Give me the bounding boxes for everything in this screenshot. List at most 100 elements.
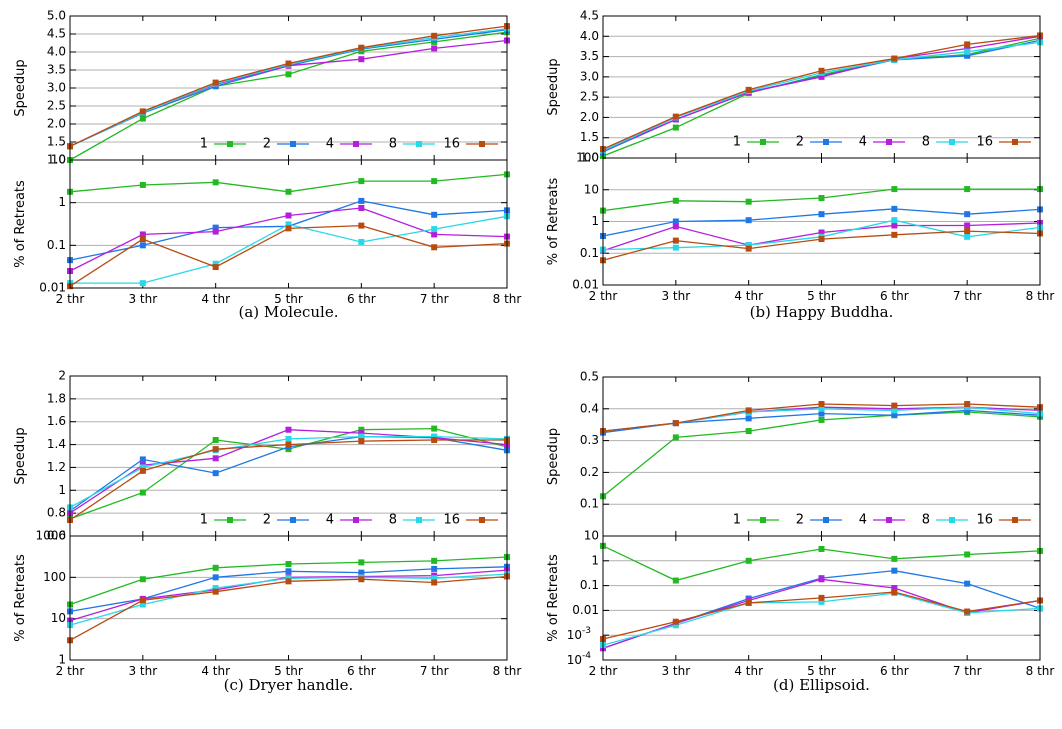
speedup-frame <box>69 375 508 537</box>
retreats-ylabel: % of Retreats <box>13 180 28 268</box>
data-point <box>285 561 292 568</box>
legend-marker <box>1012 139 1018 145</box>
legend-marker <box>886 139 892 145</box>
retreats-ylabel: % of Retreats <box>13 554 28 642</box>
data-point <box>285 441 292 448</box>
data-point <box>964 222 971 229</box>
legend-entry-8: 8 <box>922 135 968 150</box>
x-tick-label: 6 thr <box>880 289 909 303</box>
x-tick-label: 7 thr <box>953 664 982 678</box>
legend-marker <box>353 141 359 147</box>
data-point <box>745 86 752 93</box>
legend-label: 4 <box>326 137 334 152</box>
data-point <box>139 601 146 608</box>
data-point <box>891 205 898 212</box>
retreats-y-tick-label: 1 <box>591 214 599 228</box>
x-tick-label: 7 thr <box>420 292 449 306</box>
retreats-y-tick-label: 100 <box>576 151 599 165</box>
speedup-y-tick-label: 3.5 <box>580 49 599 63</box>
data-point <box>358 238 365 245</box>
x-tick-label: 8 thr <box>1026 289 1055 303</box>
x-tick-label: 8 thr <box>493 292 522 306</box>
data-point <box>431 557 438 564</box>
data-point <box>818 594 825 601</box>
speedup-y-tick-label: 2.5 <box>580 90 599 104</box>
data-point <box>212 455 219 462</box>
retreats-frame <box>602 535 1041 661</box>
data-point <box>139 464 146 471</box>
speedup-y-tick-label: 0.6 <box>47 529 66 543</box>
data-point <box>139 181 146 188</box>
legend-label: 8 <box>922 513 930 528</box>
speedup-y-tick-label: 0.1 <box>580 497 599 511</box>
speedup-y-tick-label: 0.5 <box>580 370 599 384</box>
data-point <box>285 568 292 575</box>
data-point <box>431 565 438 572</box>
legend-entry-8: 8 <box>389 513 435 528</box>
speedup-y-tick-label: 1.8 <box>47 391 66 405</box>
data-point <box>672 618 679 625</box>
retreats-y-tick-label: 0.1 <box>47 238 66 252</box>
speedup-ylabel: Speedup <box>546 58 561 115</box>
data-point <box>964 45 971 52</box>
data-point <box>139 115 146 122</box>
legend-label: 4 <box>326 513 334 528</box>
x-tick-label: 6 thr <box>880 664 909 678</box>
speedup-y-tick-label: 2 <box>58 369 66 383</box>
legend-entry-4: 4 <box>326 137 372 152</box>
legend-label: 4 <box>859 513 867 528</box>
data-point <box>358 44 365 51</box>
data-point <box>358 559 365 566</box>
retreats-y-tick-label: 0.01 <box>39 281 66 295</box>
data-point <box>745 599 752 606</box>
data-point <box>358 426 365 433</box>
data-point <box>139 467 146 474</box>
speedup-y-tick-label: 2.0 <box>580 110 599 124</box>
data-point <box>818 229 825 236</box>
legend-marker <box>416 517 422 523</box>
legend-entry-16: 16 <box>976 135 1031 150</box>
legend-marker <box>949 517 955 523</box>
x-tick-label: 7 thr <box>953 289 982 303</box>
caption: (a) Molecule. <box>239 303 339 321</box>
data-point <box>891 407 898 414</box>
data-point <box>818 211 825 218</box>
data-point <box>964 48 971 55</box>
x-tick-label: 2 thr <box>589 289 618 303</box>
data-point <box>431 231 438 238</box>
speedup-y-tick-label: 1.0 <box>580 151 599 165</box>
data-point <box>212 437 219 443</box>
retreats-y-tick-label: 0.01 <box>572 603 599 617</box>
legend-entry-2: 2 <box>796 513 842 528</box>
speedup-y-tick-label: 0.4 <box>580 401 599 415</box>
speedup-y-tick-label: 1.4 <box>47 437 66 451</box>
caption: (d) Ellipsoid. <box>773 676 870 694</box>
legend-entry-8: 8 <box>922 513 968 528</box>
speedup-y-tick-label: 4.0 <box>47 45 66 59</box>
data-point <box>745 245 752 252</box>
x-tick-label: 4 thr <box>201 664 230 678</box>
legend-label: 1 <box>200 137 208 152</box>
series-line-4 <box>69 39 508 147</box>
legend-label: 8 <box>389 137 397 152</box>
data-point <box>358 56 365 63</box>
speedup-y-tick-label: 3.5 <box>47 63 66 77</box>
x-tick-label: 2 thr <box>56 292 85 306</box>
data-point <box>285 575 292 582</box>
data-point <box>358 204 365 211</box>
series-16 <box>67 23 510 150</box>
legend-entry-4: 4 <box>859 513 905 528</box>
series-16 <box>600 589 1043 643</box>
legend-label: 2 <box>263 137 271 152</box>
data-point <box>745 217 752 224</box>
data-point <box>745 428 752 435</box>
legend-marker <box>290 141 296 147</box>
data-point <box>818 194 825 201</box>
legend-label: 1 <box>733 513 741 528</box>
legend-entry-2: 2 <box>263 137 309 152</box>
x-tick-label: 5 thr <box>807 664 836 678</box>
data-point <box>139 242 146 249</box>
data-point <box>431 45 438 52</box>
chart-3: 0.6 0.8 1 1.2 1.4 1.6 1.8 2 Speedup 1 10 100 1000 % o… <box>13 369 521 695</box>
data-point <box>358 197 365 204</box>
